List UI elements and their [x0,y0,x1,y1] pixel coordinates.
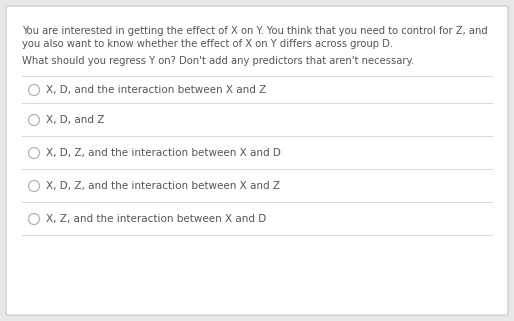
Text: What should you regress Y on? Don't add any predictors that aren't necessary.: What should you regress Y on? Don't add … [22,56,414,66]
Text: you also want to know whether the effect of X on Y differs across group D.: you also want to know whether the effect… [22,39,393,49]
Text: X, D, Z, and the interaction between X and D: X, D, Z, and the interaction between X a… [46,148,281,158]
Text: X, D, and the interaction between X and Z: X, D, and the interaction between X and … [46,85,266,95]
Text: X, D, Z, and the interaction between X and Z: X, D, Z, and the interaction between X a… [46,181,280,191]
Text: X, D, and Z: X, D, and Z [46,115,104,125]
FancyBboxPatch shape [6,6,508,315]
Text: You are interested in getting the effect of X on Y. You think that you need to c: You are interested in getting the effect… [22,26,488,36]
Text: X, Z, and the interaction between X and D: X, Z, and the interaction between X and … [46,214,266,224]
